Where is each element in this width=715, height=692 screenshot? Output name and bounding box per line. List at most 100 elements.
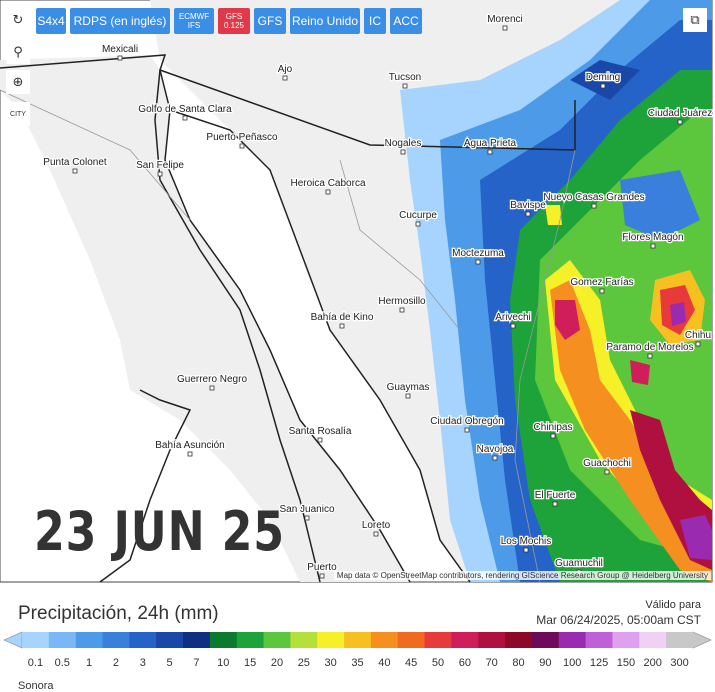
model-button[interactable]: S4x4 <box>36 8 66 34</box>
legend-tick-label: 30 <box>325 657 337 669</box>
legend-swatch <box>290 632 318 648</box>
city-label: Santa Rosalía <box>289 426 352 437</box>
model-button[interactable]: ECMWF IFS <box>174 8 214 34</box>
city-label: Guachochi <box>583 458 631 469</box>
city-label: Mexicali <box>102 44 138 55</box>
legend-swatch <box>370 632 399 648</box>
legend-tick-label: 3 <box>140 657 146 669</box>
city-marker <box>599 288 605 294</box>
zoom-button[interactable]: ⊕ <box>6 70 30 94</box>
legend-arrow-left <box>3 631 23 649</box>
city-marker <box>502 25 508 31</box>
valid-label: Válido para <box>645 599 701 611</box>
legend-tick-label: 15 <box>244 657 256 669</box>
city-marker <box>510 323 516 329</box>
legend-tick-label: 0.5 <box>55 657 70 669</box>
city-marker <box>399 307 405 313</box>
city-label: Guerrero Negro <box>177 374 247 385</box>
city-marker <box>157 171 163 177</box>
city-label: Puerto <box>307 562 337 573</box>
city-label: Guaymas <box>387 382 430 393</box>
city-marker <box>400 149 406 155</box>
city-label: Bahía de Kino <box>311 312 374 323</box>
city-label: Arivechi <box>495 312 531 323</box>
legend-swatch <box>183 632 211 648</box>
legend-swatch <box>558 632 587 648</box>
legend-swatch <box>505 632 533 648</box>
model-button[interactable]: Reino Unido <box>290 8 360 34</box>
legend-tick-label: 50 <box>432 657 444 669</box>
city-marker <box>677 119 683 125</box>
legend-arrow-right <box>692 631 712 649</box>
city-label: Morenci <box>487 14 523 25</box>
city-label: San Felipe <box>136 160 184 171</box>
location-button[interactable]: ⚲ <box>6 40 30 64</box>
city-label: Golfo de Santa Clara <box>138 104 232 115</box>
legend-tick-label: 0.1 <box>28 657 43 669</box>
city-label: Agua Prieta <box>464 138 517 149</box>
city-label: Ciudad Obregón <box>430 416 503 427</box>
model-button[interactable]: ACC <box>390 8 422 34</box>
legend-swatch <box>317 632 345 648</box>
city-label: Gomez Farías <box>570 277 633 288</box>
legend-tick-label: 40 <box>378 657 390 669</box>
refresh-button[interactable]: ↻ <box>6 8 30 32</box>
city-label: Ajo <box>278 64 293 75</box>
city-marker <box>317 437 323 443</box>
legend-swatch <box>531 632 560 648</box>
city-label: Cucurpe <box>399 210 437 221</box>
city-label: Moctezuma <box>452 248 504 259</box>
city-label: Nuevo Casas Grandes <box>543 192 644 203</box>
city-marker <box>402 83 408 89</box>
city-label: Navojoa <box>477 444 514 455</box>
precipitation <box>400 0 712 582</box>
city-marker <box>373 531 379 537</box>
city-marker <box>72 168 78 174</box>
legend-swatch <box>75 632 104 648</box>
city-label: Los Mochis <box>501 536 552 547</box>
legend-swatch <box>585 632 613 648</box>
legend-swatch <box>344 632 372 648</box>
city-label: Puerto Peñasco <box>206 132 278 143</box>
city-marker <box>182 115 188 121</box>
model-button[interactable]: GFS <box>254 8 286 34</box>
legend-tick-label: 150 <box>617 657 635 669</box>
city-label: Tucson <box>389 72 421 83</box>
legend-tick-label: 2 <box>113 657 119 669</box>
state-borders <box>0 89 576 583</box>
city-marker <box>339 323 345 329</box>
legend-swatch <box>263 632 291 648</box>
borders <box>0 54 576 583</box>
legend-tick-label: 90 <box>539 657 551 669</box>
city-label: San Juanico <box>279 504 334 515</box>
legend-swatch <box>451 632 479 648</box>
city-marker <box>464 427 470 433</box>
city-marker <box>187 451 193 457</box>
share-button[interactable]: ⧉ <box>683 8 707 32</box>
region-label: Sonora <box>18 680 54 692</box>
legend-tick-label: 80 <box>512 657 524 669</box>
city-marker <box>604 469 610 475</box>
legend-tick-label: 25 <box>298 657 310 669</box>
city-marker <box>647 353 653 359</box>
model-button[interactable]: GFS 0.125 <box>218 8 250 34</box>
city-toggle[interactable]: CITY <box>6 102 30 126</box>
city-marker <box>304 515 310 521</box>
legend-tick-label: 7 <box>193 657 199 669</box>
city-marker <box>475 259 481 265</box>
model-button[interactable]: RDPS (en inglés) <box>70 8 170 34</box>
city-marker <box>487 149 493 155</box>
legend-tick-label: 10 <box>217 657 229 669</box>
city-label: Bavispe <box>510 200 546 211</box>
city-marker <box>650 243 656 249</box>
city-marker <box>117 55 123 61</box>
model-button[interactable]: IC <box>364 8 386 34</box>
city-marker <box>319 573 325 579</box>
city-marker <box>591 203 597 209</box>
legend-swatch <box>424 632 452 648</box>
city-marker <box>492 455 498 461</box>
attribution: Map data © OpenStreetMap contributors, r… <box>333 571 711 580</box>
land-peninsula <box>0 55 410 582</box>
city-label: Ciudad Juárez <box>648 108 712 119</box>
